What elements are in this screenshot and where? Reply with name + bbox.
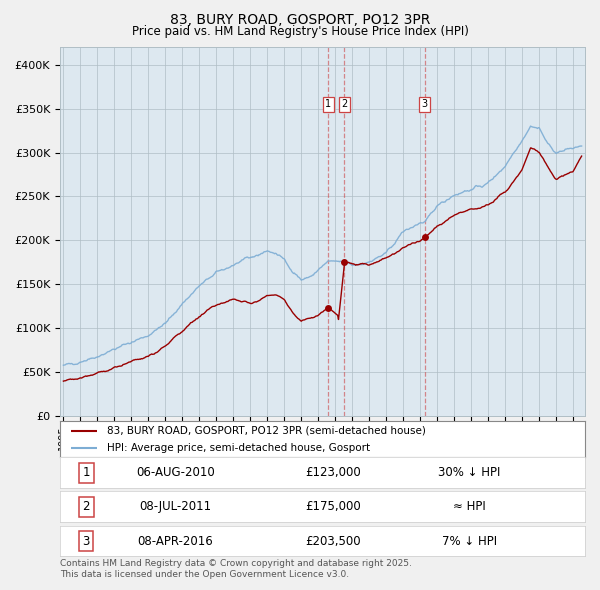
Text: Price paid vs. HM Land Registry's House Price Index (HPI): Price paid vs. HM Land Registry's House … bbox=[131, 25, 469, 38]
Text: 08-JUL-2011: 08-JUL-2011 bbox=[139, 500, 212, 513]
Text: £123,000: £123,000 bbox=[305, 466, 361, 479]
Text: £203,500: £203,500 bbox=[305, 535, 361, 548]
Text: 83, BURY ROAD, GOSPORT, PO12 3PR (semi-detached house): 83, BURY ROAD, GOSPORT, PO12 3PR (semi-d… bbox=[107, 426, 426, 436]
Text: 1: 1 bbox=[83, 466, 90, 479]
Text: Contains HM Land Registry data © Crown copyright and database right 2025.
This d: Contains HM Land Registry data © Crown c… bbox=[60, 559, 412, 579]
Text: 7% ↓ HPI: 7% ↓ HPI bbox=[442, 535, 497, 548]
Text: 30% ↓ HPI: 30% ↓ HPI bbox=[439, 466, 500, 479]
Text: £175,000: £175,000 bbox=[305, 500, 361, 513]
Text: 06-AUG-2010: 06-AUG-2010 bbox=[136, 466, 215, 479]
Text: 3: 3 bbox=[83, 535, 90, 548]
Text: HPI: Average price, semi-detached house, Gosport: HPI: Average price, semi-detached house,… bbox=[107, 443, 370, 453]
Text: 1: 1 bbox=[325, 99, 331, 109]
Text: 2: 2 bbox=[83, 500, 90, 513]
Text: ≈ HPI: ≈ HPI bbox=[453, 500, 486, 513]
Text: 08-APR-2016: 08-APR-2016 bbox=[137, 535, 214, 548]
Text: 3: 3 bbox=[422, 99, 428, 109]
Text: 83, BURY ROAD, GOSPORT, PO12 3PR: 83, BURY ROAD, GOSPORT, PO12 3PR bbox=[170, 13, 430, 27]
Text: 2: 2 bbox=[341, 99, 347, 109]
